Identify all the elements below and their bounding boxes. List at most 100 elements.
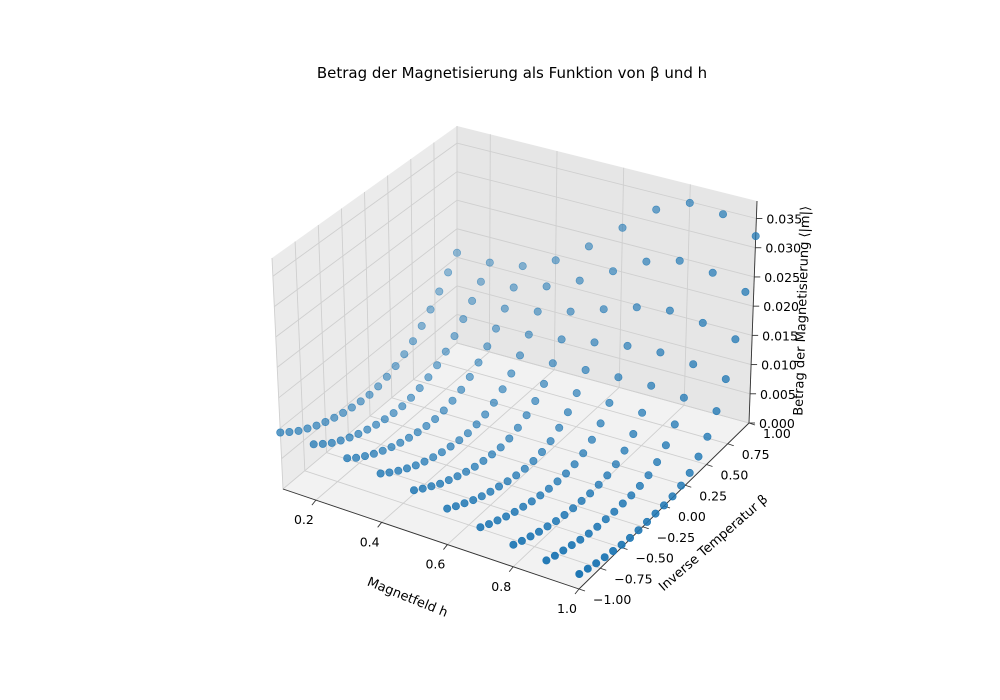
data-point [352,453,361,462]
data-point [463,429,472,438]
data-point [472,420,481,429]
data-point [527,497,536,506]
z-tick-label: 0.035 [766,212,802,227]
data-point [617,540,626,549]
data-point [518,262,527,271]
data-point [496,443,505,452]
data-point [479,456,488,465]
x-axis-line [282,488,580,590]
data-point [426,305,435,314]
data-point [632,303,641,312]
data-point [651,509,660,518]
data-point [610,507,619,516]
data-point [542,556,551,565]
x-tick-mark [508,566,514,573]
data-point [594,480,603,489]
data-point [703,432,712,441]
y-tick-mark [578,588,586,592]
grid-line-z [272,142,757,277]
data-point [590,338,599,347]
data-point [575,276,584,285]
data-point [276,428,285,437]
data-point [385,468,394,477]
data-point [462,467,471,476]
data-point [400,350,409,359]
data-point [485,258,494,267]
data-point [404,433,413,442]
data-point [339,408,348,417]
data-point [487,450,496,459]
data-point [531,396,540,405]
data-point [312,421,321,430]
grid-line-z [278,256,753,399]
data-point [431,415,440,424]
y-tick-mark [600,567,607,571]
data-point [505,434,514,443]
data-point [406,393,415,402]
data-point [356,397,365,406]
data-point [625,533,634,542]
data-point [491,324,500,333]
data-point [500,304,509,313]
data-point [503,477,512,486]
data-point [476,277,485,286]
y-tick-label: −0.25 [657,530,695,545]
data-point [529,456,538,465]
data-point [596,419,605,428]
data-point [718,210,727,219]
tick-labels: 0.20.40.60.81.0−1.00−0.75−0.50−0.250.000… [294,212,802,616]
data-point [309,440,318,449]
data-point [321,417,330,426]
data-point [584,529,593,538]
data-point [515,351,524,360]
x-tick-mark [311,499,317,506]
data-point [635,481,644,490]
data-point [327,438,336,447]
data-point [520,464,529,473]
data-point [512,471,521,480]
y-tick-label: −0.75 [614,571,652,586]
data-point [721,375,730,384]
data-point [592,559,601,568]
x-tick-mark [443,544,448,550]
data-point [608,267,617,276]
data-point [618,499,627,508]
z-tick-label: 0.030 [765,241,801,256]
data-point [408,337,417,346]
data-point [668,492,677,501]
data-point [519,502,528,511]
data-point [536,491,545,500]
x-tick-label: 0.4 [360,534,380,549]
data-point [345,433,354,442]
data-point [627,491,636,500]
data-point [605,398,614,407]
data-point [546,437,555,446]
data-point [570,460,579,469]
y-tick-label: −0.50 [636,551,674,566]
data-point [365,390,374,399]
data-point [629,429,638,438]
data-point [583,564,592,573]
data-point [468,296,477,305]
data-point [509,540,518,549]
data-point [382,372,391,381]
data-point [586,489,595,498]
data-point [336,436,345,445]
data-point [609,546,618,555]
z-tick-label: 0.010 [761,358,797,373]
data-point [553,477,562,486]
data-point [453,472,462,481]
data-point [509,283,518,292]
z-tick-label: 0.025 [764,270,800,285]
data-point [642,517,651,526]
data-point [665,306,674,315]
x-tick-label: 0.6 [425,557,445,572]
data-point [555,423,564,432]
data-point [560,510,569,519]
data-point [642,257,651,266]
data-point [502,512,511,521]
z-tick-label: 0.000 [759,416,795,431]
data-point [677,481,686,490]
data-point [601,515,610,524]
data-point [689,360,698,369]
